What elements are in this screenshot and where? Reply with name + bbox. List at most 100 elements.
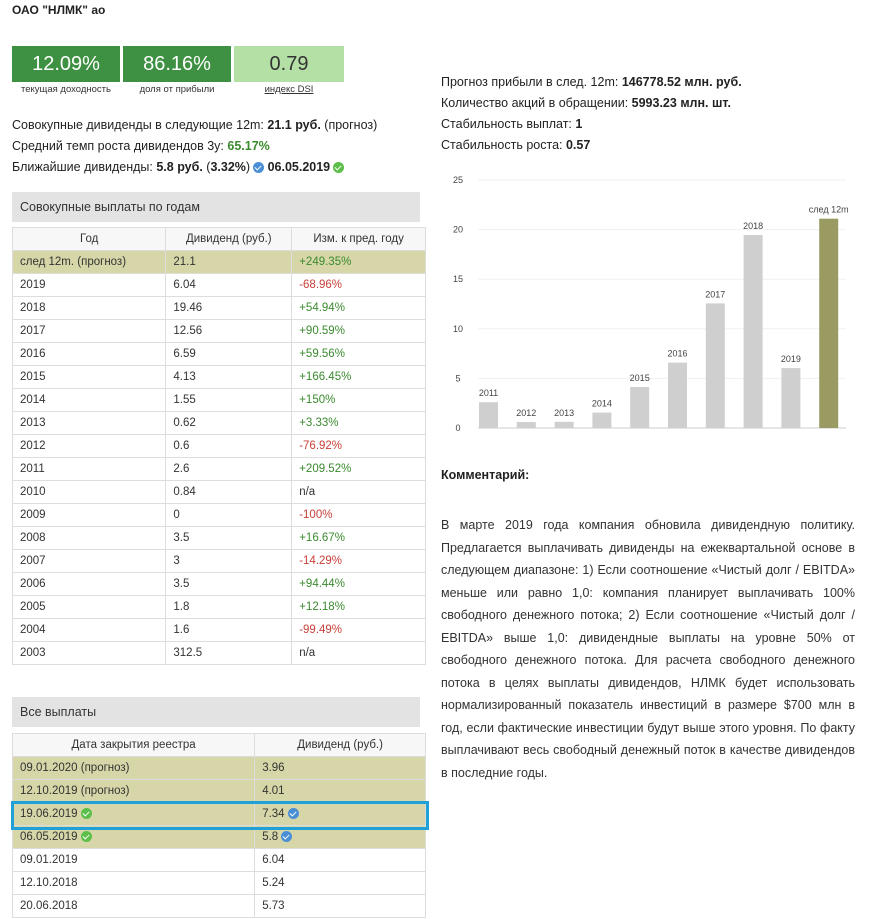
table-row: 19.06.2019 7.34 [11,802,426,826]
table-cell: 2010 [11,480,167,504]
comment-text: В марте 2019 года компания обновила диви… [441,518,855,780]
bar [705,303,725,428]
table-row: 2006 3.5 +94.44% [11,572,426,596]
column-header: Изм. к пред. году [291,227,426,251]
summary-line: Количество акций в обращении: 5993.23 мл… [441,96,731,110]
column-header: Дивиденд (руб.) [165,227,293,251]
section-header: Все выплаты [12,697,420,727]
value: 3.32% [210,160,246,174]
text: Прогноз прибыли в след. 12m: [441,75,622,89]
text: ) [245,160,251,174]
table-cell: 2012 [11,434,167,458]
table-cell: -100% [291,503,426,527]
table-cell: 19.46 [165,296,293,320]
table-cell: 3.5 [165,526,293,550]
y-tick-label: 10 [453,324,463,334]
table-row: 2016 6.59 +59.56% [11,342,426,366]
bar-label: 2013 [554,408,574,418]
cell-text: 6.04 [262,854,285,866]
table-row: 09.01.2019 6.04 [11,848,426,872]
kpi-value: 0.79 [234,46,344,82]
table-cell: 1.55 [165,388,293,412]
table-row: 2003 312.5 n/a [11,641,426,665]
table-cell: -99.49% [291,618,426,642]
title: ОАО "НЛМК" ао [12,3,106,17]
bar [630,387,650,428]
bar [668,362,687,428]
value: 1 [575,117,583,131]
table-cell: +3.33% [291,411,426,435]
column-header: Дата закрытия реестра [11,733,256,757]
table-cell: 09.01.2020 (прогноз) [11,756,256,780]
table-cell: 312.5 [165,641,293,665]
table-cell: 12.56 [165,319,293,343]
selection-highlight [11,801,429,830]
table-cell: 20.06.2018 [11,894,256,918]
check-icon [333,162,345,173]
summary-line: Совокупные дивиденды в следующие 12m: 21… [12,118,377,132]
text: (прогноз) [320,118,378,132]
bar-label: 2011 [479,388,498,398]
table-cell: 2019 [11,273,167,297]
info-icon [281,831,293,842]
table-cell: 21.1 [165,250,293,274]
table-cell: 6.04 [165,273,293,297]
info-icon [253,162,265,173]
text: Совокупные дивиденды в следующие 12m: [12,118,268,132]
table-cell: 12.10.2018 [11,871,256,895]
cell-text: 09.01.2020 (прогноз) [20,762,130,774]
bar [743,234,763,428]
cell-text: 5.24 [262,877,285,889]
table-row: 2010 0.84 n/a [11,480,426,504]
table-cell: +59.56% [291,342,426,366]
column-header: Год [11,227,167,251]
table-row: 2008 3.5 +16.67% [11,526,426,550]
table-cell: +54.94% [291,296,426,320]
bar [781,368,801,428]
bar-label: 2016 [667,349,687,359]
table-cell: 2009 [11,503,167,527]
table-cell: 2013 [11,411,167,435]
bar-label: 2017 [705,289,725,299]
cell-text: 5.8 [262,831,279,843]
table-row: 12.10.2018 5.24 [11,871,426,895]
table-cell: +249.35% [291,250,426,274]
column-header: Дивиденд (руб.) [254,733,426,757]
y-tick-label: 15 [453,274,463,284]
y-tick-label: 20 [453,225,463,235]
table-row: 2011 2.6 +209.52% [11,457,426,481]
bar [516,422,536,428]
kpi-label: доля от прибыли [139,84,215,95]
table-cell: 2008 [11,526,167,550]
bar [592,412,612,428]
table-cell: 2018 [11,296,167,320]
table-row: 2013 0.62 +3.33% [11,411,426,435]
table-cell: 0 [165,503,293,527]
bar-label: след 12m [809,205,849,215]
cell-text: 5.73 [262,900,285,912]
chart: 0 5 10 15 20 25 2011 2012 2013 2014 2015 2016 2017 20… [453,175,849,433]
table-years: Год Дивиденд (руб.) Изм. к пред. году след … [11,227,426,665]
table-row: 2009 0 -100% [11,503,426,527]
cell-text: 3.96 [262,762,285,774]
table-cell: 5.73 [254,894,426,918]
cell-text: 19.06.2019 [20,808,78,820]
text: Стабильность выплат: [441,117,576,131]
table-cell: след 12m. (прогноз) [11,250,167,274]
table-row: след 12m. (прогноз) 21.1 +249.35% [11,250,426,274]
cell-text: 7.34 [262,808,285,820]
table-cell: 4.01 [254,779,426,803]
value: 65.17% [227,139,270,153]
table-cell: 2004 [11,618,167,642]
table-cell: -76.92% [291,434,426,458]
value: 146778.52 млн. руб. [621,75,742,89]
kpi-label[interactable]: индекс DSI [264,84,314,95]
table-row: 20.06.2018 5.73 [11,894,426,918]
table-cell: 3.96 [254,756,426,780]
value: 0.57 [565,138,591,152]
bar-label: 2014 [592,399,612,409]
kpi-label: текущая доходность [21,84,111,95]
table-row: 2004 1.6 -99.49% [11,618,426,642]
text: Средний темп роста дивидендов 3у: [12,139,228,153]
cell-text: 4.01 [262,785,285,797]
